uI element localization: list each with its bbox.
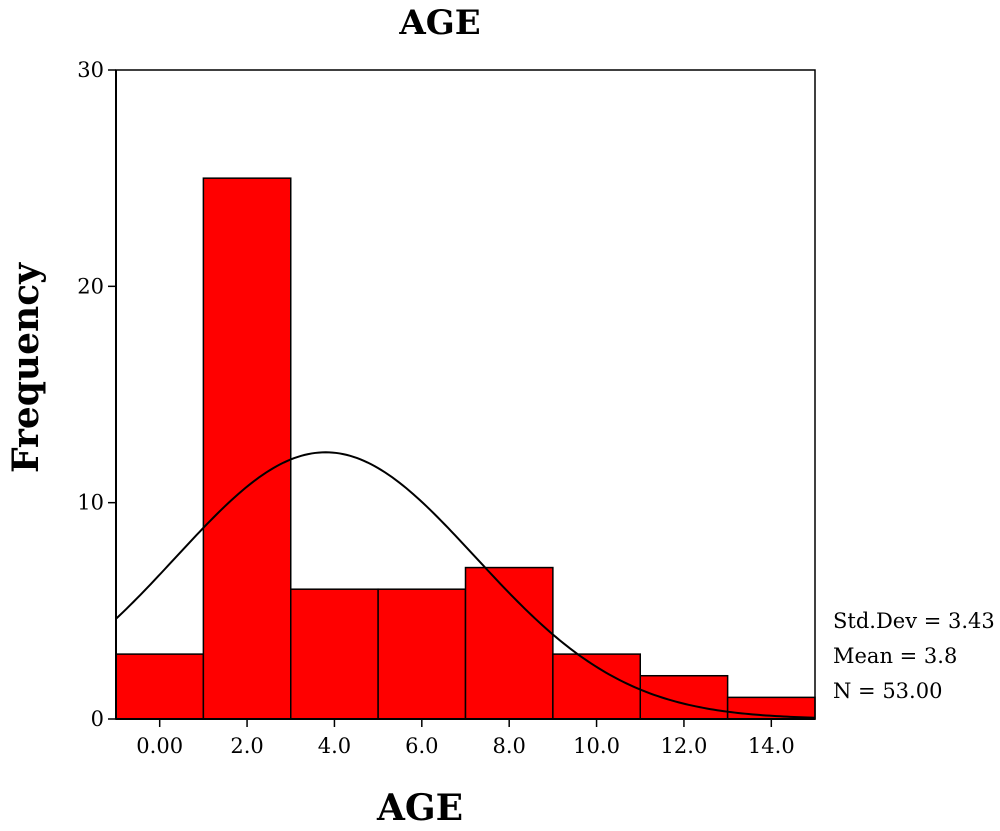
normal-curve	[115, 451, 816, 719]
x-tick-label: 12.0	[661, 734, 708, 758]
histogram-bar	[202, 177, 292, 720]
x-tick-label: 8.0	[492, 734, 525, 758]
bar-group	[115, 177, 816, 720]
x-tick-label: 14.0	[748, 734, 795, 758]
y-tick-label: 0	[91, 707, 104, 731]
histogram-bar	[464, 566, 554, 720]
x-axis-label: AGE	[376, 787, 463, 829]
y-tick-label: 10	[77, 491, 104, 515]
y-tick-label: 30	[77, 58, 104, 82]
x-tick-label: 0.00	[136, 734, 183, 758]
x-tick-label: 10.0	[573, 734, 620, 758]
stats-box: Std.Dev = 3.43 Mean = 3.8 N = 53.00	[833, 609, 995, 703]
x-tick-label: 2.0	[230, 734, 263, 758]
stats-mean: Mean = 3.8	[833, 644, 957, 668]
stats-n: N = 53.00	[833, 679, 942, 703]
histogram-bar	[377, 588, 467, 720]
y-tick-label: 20	[77, 274, 104, 298]
y-axis-label: Frequency	[5, 262, 47, 473]
chart-title: AGE	[398, 3, 480, 43]
x-tick-label: 6.0	[405, 734, 438, 758]
x-tick-group: 0.00 2.0 4.0 6.0 8.0 10.0 12.0 14.0	[136, 719, 795, 758]
stats-std-dev: Std.Dev = 3.43	[833, 609, 995, 633]
x-tick-label: 4.0	[318, 734, 351, 758]
histogram-bar	[115, 653, 205, 720]
histogram-bar	[290, 588, 379, 720]
histogram-bar	[552, 653, 641, 720]
histogram-bar	[639, 674, 729, 720]
y-tick-group: 0 10 20 30	[77, 58, 116, 731]
